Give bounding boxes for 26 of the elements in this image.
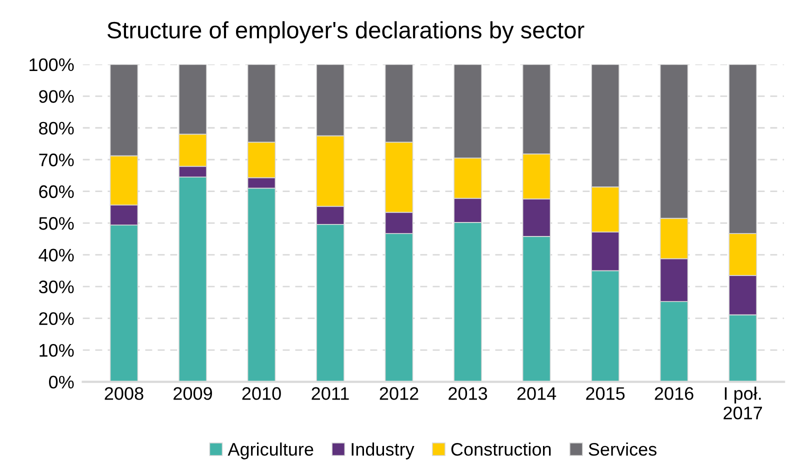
legend-label: Agriculture: [228, 442, 314, 460]
y-tick-label: 60%: [39, 185, 74, 198]
y-tick-label: 40%: [38, 248, 74, 262]
x-tick-label: 2016: [654, 387, 694, 400]
y-tick-label: 30%: [38, 280, 74, 294]
chart-title: Structure of employer's declarations by sector: [107, 21, 584, 44]
y-tick-label: 90%: [39, 90, 74, 103]
x-tick-label: 2012: [380, 387, 418, 400]
y-tick-label: 50%: [38, 217, 74, 230]
y-tick-label: 20%: [39, 312, 74, 326]
x-tick-label: 2013: [448, 387, 488, 400]
legend-label: Construction: [451, 442, 551, 456]
y-tick-label: 10%: [40, 344, 74, 357]
legend-label: Services: [588, 442, 656, 456]
x-tick-label: 2015: [586, 387, 625, 400]
x-tick-label: 2010: [242, 387, 281, 400]
x-tick-label: 2011: [312, 387, 349, 400]
legend-label: Industry: [352, 442, 414, 460]
x-tick-label: 2014: [517, 387, 556, 400]
x-tick-label: 2008: [104, 387, 144, 400]
x-tick-label: I poł. 2017: [724, 386, 762, 420]
y-tick-label: 100%: [30, 58, 74, 72]
y-tick-label: 0%: [49, 376, 74, 389]
y-tick-label: 70%: [39, 154, 74, 166]
x-tick-label: 2009: [174, 387, 212, 400]
y-tick-label: 80%: [39, 122, 74, 135]
